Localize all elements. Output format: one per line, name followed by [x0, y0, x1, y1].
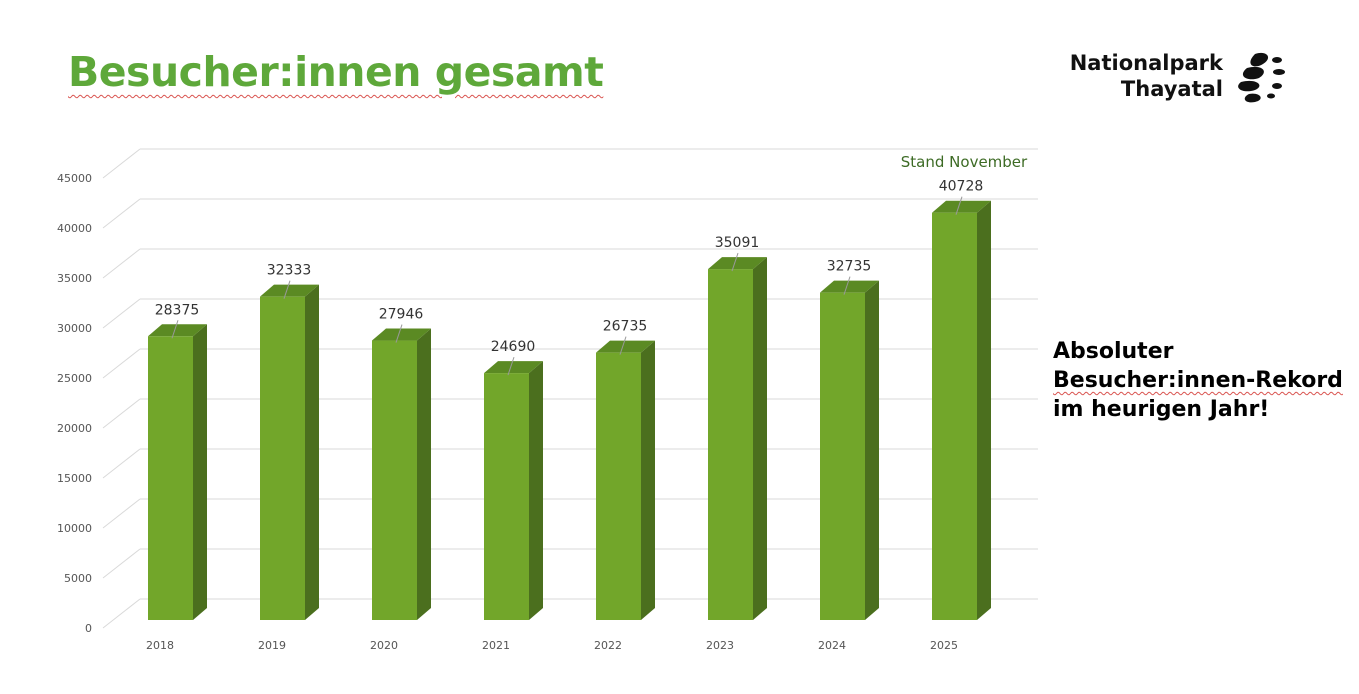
bar — [708, 257, 767, 620]
data-label: 32333 — [267, 263, 312, 279]
logo-text: Nationalpark — [1069, 51, 1223, 75]
bar-face — [484, 361, 543, 374]
bar-face — [820, 292, 865, 620]
bar — [372, 328, 431, 620]
y-tick-label: 10000 — [57, 522, 92, 535]
bar-face — [148, 336, 193, 620]
logo-text: Thayatal — [1120, 77, 1223, 101]
y-tick-label: 0 — [85, 622, 92, 635]
bar-face — [260, 284, 319, 297]
bar-face — [977, 200, 991, 620]
bar-face — [708, 257, 767, 270]
bar-face — [932, 200, 991, 213]
bar-face — [641, 340, 655, 620]
grid-line — [102, 298, 141, 329]
data-label: 40728 — [939, 179, 984, 195]
bar — [484, 361, 543, 620]
grid-line — [102, 598, 141, 629]
y-tick-label: 20000 — [57, 422, 92, 435]
y-tick-label: 15000 — [57, 472, 92, 485]
bar-face — [596, 340, 655, 353]
leader-line — [619, 336, 627, 355]
bar — [820, 280, 879, 620]
bar — [148, 324, 207, 620]
data-label: 24690 — [491, 339, 536, 355]
side-note-line: Absoluter — [1053, 339, 1174, 364]
y-tick-label: 45000 — [57, 172, 92, 185]
x-tick-label: 2020 — [370, 639, 398, 652]
bar — [260, 284, 319, 620]
y-tick-label: 30000 — [57, 322, 92, 335]
bar — [596, 340, 655, 620]
x-tick-label: 2018 — [146, 639, 174, 652]
leader-line — [507, 356, 515, 376]
grid-line — [102, 398, 141, 429]
bar-face — [148, 324, 207, 337]
grid-line — [102, 348, 141, 379]
grid-line — [102, 148, 141, 179]
bar-face — [372, 340, 417, 620]
annotation: Stand November — [901, 153, 1028, 171]
bar-face — [305, 284, 319, 620]
leader-line — [171, 320, 179, 339]
grid-line — [102, 498, 141, 529]
leader-line — [283, 280, 291, 299]
bar-face — [529, 361, 543, 620]
y-tick-label: 5000 — [64, 572, 92, 585]
leader-line — [731, 252, 739, 272]
grid-line — [102, 198, 141, 229]
x-tick-label: 2022 — [594, 639, 622, 652]
grid-line — [102, 548, 141, 579]
bar-face — [260, 296, 305, 620]
data-label: 28375 — [155, 302, 200, 318]
grid-line — [102, 448, 141, 479]
side-note-line: im heurigen Jahr! — [1053, 397, 1270, 422]
grid-line — [102, 248, 141, 279]
data-label: 26735 — [603, 319, 648, 335]
x-tick-label: 2024 — [818, 639, 846, 652]
leader-line — [843, 276, 851, 295]
bar-face — [820, 280, 879, 293]
bar-face — [193, 324, 207, 620]
bar-face — [932, 212, 977, 620]
leader-line — [395, 324, 403, 343]
x-tick-label: 2025 — [930, 639, 958, 652]
slide-title: Besucher:innen gesamt — [68, 48, 604, 96]
x-tick-label: 2023 — [706, 639, 734, 652]
side-note-line: Besucher:innen-Rekord — [1053, 368, 1343, 393]
data-label: 27946 — [379, 307, 424, 323]
y-tick-label: 40000 — [57, 222, 92, 235]
data-label: 35091 — [715, 235, 760, 251]
logo: Nationalpark Thayatal — [1070, 50, 1295, 106]
leader-line — [955, 196, 963, 215]
side-note: Absoluter Besucher:innen-Rekord im heuri… — [1053, 337, 1343, 424]
y-tick-label: 25000 — [57, 372, 92, 385]
bar-face — [417, 328, 431, 620]
x-tick-label: 2019 — [258, 639, 286, 652]
bar — [932, 200, 991, 620]
bar-face — [865, 280, 879, 620]
bar-face — [708, 269, 753, 620]
bar-face — [596, 352, 641, 620]
bar-face — [372, 328, 431, 341]
x-tick-label: 2021 — [482, 639, 510, 652]
data-label: 32735 — [827, 259, 872, 275]
bar-face — [753, 257, 767, 620]
y-tick-label: 35000 — [57, 272, 92, 285]
logo-icon — [1238, 52, 1285, 103]
bar-face — [484, 373, 529, 620]
